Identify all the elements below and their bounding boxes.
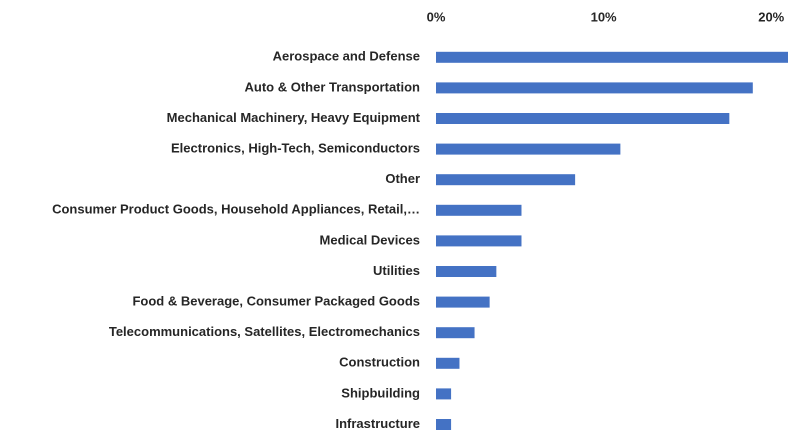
bar bbox=[436, 204, 522, 216]
bar bbox=[436, 296, 490, 308]
y-tick-label: Electronics, High-Tech, Semiconductors bbox=[171, 141, 420, 156]
bar bbox=[436, 174, 576, 186]
y-tick-label: Telecommunications, Satellites, Electrom… bbox=[109, 324, 420, 339]
y-tick-label: Food & Beverage, Consumer Packaged Goods bbox=[132, 294, 420, 309]
y-tick-label: Mechanical Machinery, Heavy Equipment bbox=[167, 110, 421, 125]
bar bbox=[436, 357, 460, 369]
bar bbox=[436, 51, 788, 63]
bar bbox=[436, 143, 621, 155]
y-tick-label: Construction bbox=[339, 355, 420, 370]
x-tick-label: 10% bbox=[591, 9, 617, 24]
bar bbox=[436, 266, 497, 277]
y-tick-label: Infrastructure bbox=[335, 416, 420, 431]
bar bbox=[436, 388, 452, 400]
bar bbox=[436, 327, 475, 339]
x-tick-label: 0% bbox=[427, 9, 446, 24]
y-tick-label: Aerospace and Defense bbox=[273, 49, 420, 64]
y-tick-label: Shipbuilding bbox=[341, 385, 420, 400]
bar bbox=[436, 235, 522, 247]
y-tick-label: Utilities bbox=[373, 263, 420, 278]
y-tick-label: Consumer Product Goods, Household Applia… bbox=[52, 202, 420, 217]
y-tick-label: Auto & Other Transportation bbox=[245, 79, 421, 94]
y-tick-label: Medical Devices bbox=[320, 232, 420, 247]
bar bbox=[436, 419, 452, 430]
x-tick-label: 20% bbox=[758, 9, 784, 24]
bar bbox=[436, 82, 753, 94]
bar bbox=[436, 113, 730, 124]
y-tick-label: Other bbox=[385, 171, 420, 186]
